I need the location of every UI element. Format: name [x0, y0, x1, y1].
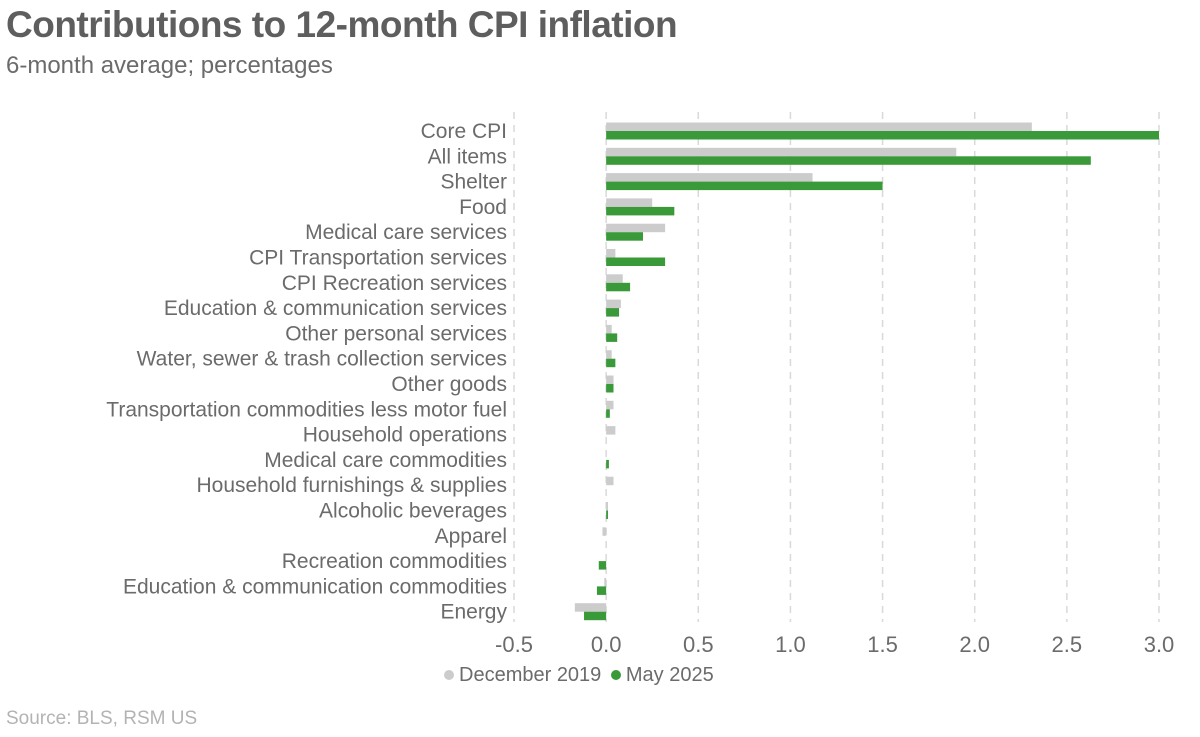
x-tick-label: 0.0 [591, 632, 622, 657]
bar-may-2025 [596, 586, 607, 595]
bar-december-2019 [574, 603, 607, 612]
bar-december-2019 [606, 249, 616, 258]
category-label: Education & communication commodities [123, 575, 507, 598]
bar-december-2019 [606, 299, 621, 309]
bar-december-2019 [606, 426, 616, 435]
x-tick-label: 2.0 [959, 632, 990, 657]
category-label: Core CPI [421, 120, 507, 143]
bar-december-2019 [606, 476, 614, 486]
bar-may-2025 [606, 206, 675, 216]
bar-december-2019 [604, 577, 607, 587]
bar-december-2019 [606, 400, 614, 410]
bar-may-2025 [606, 409, 610, 418]
category-label: CPI Recreation services [282, 272, 507, 295]
bar-december-2019 [606, 147, 957, 157]
bar-may-2025 [606, 358, 616, 368]
bar-december-2019 [606, 324, 612, 334]
bar-may-2025 [584, 611, 607, 621]
x-tick-label: -0.5 [495, 632, 533, 657]
bar-may-2025 [606, 282, 631, 292]
bar-december-2019 [606, 502, 608, 511]
bar-may-2025 [606, 333, 618, 342]
bar-may-2025 [606, 232, 643, 241]
bar-december-2019 [606, 350, 612, 359]
bar-may-2025 [606, 257, 666, 266]
legend-label: December 2019 [459, 664, 602, 686]
legend-item-december-2019: December 2019 [444, 664, 601, 687]
legend-dot-gray-icon [444, 669, 454, 680]
bar-may-2025 [606, 131, 1159, 140]
bar-may-2025 [606, 459, 609, 469]
bar-december-2019 [606, 173, 813, 182]
grid-layer [513, 112, 1160, 622]
bar-may-2025 [598, 561, 607, 570]
category-label: Water, sewer & trash collection services [137, 348, 507, 371]
category-label: Apparel [435, 525, 507, 548]
legend: December 2019 May 2025 [444, 664, 718, 687]
x-tick-label: 0.5 [683, 632, 714, 657]
bar-december-2019 [606, 122, 1032, 131]
chart-subtitle: 6-month average; percentages [6, 52, 333, 79]
x-tick-label: 1.0 [775, 632, 806, 657]
source-note: Source: BLS, RSM US [6, 708, 198, 729]
bar-december-2019 [606, 375, 614, 384]
x-tick-label: 1.5 [867, 632, 898, 657]
chart-title: Contributions to 12-month CPI inflation [6, 4, 678, 45]
category-label: Other goods [391, 373, 507, 396]
category-label: Energy [440, 601, 507, 624]
bar-may-2025 [606, 384, 614, 393]
tick-label-layer: -0.5 0.0 0.5 1.0 1.5 2.0 2.5 3.0 [495, 632, 1174, 657]
category-label: Medical care commodities [264, 449, 507, 472]
category-label: Alcoholic beverages [319, 500, 507, 523]
bar-december-2019 [602, 527, 607, 536]
bar-may-2025 [606, 156, 1091, 165]
category-label: Medical care services [305, 221, 507, 244]
x-tick-label: 2.5 [1052, 632, 1083, 657]
category-label: CPI Transportation services [249, 247, 507, 270]
bar-layer [574, 122, 1159, 621]
category-label: Household operations [303, 424, 507, 447]
bar-may-2025 [606, 181, 883, 191]
category-label: Education & communication services [164, 297, 507, 320]
category-label: Recreation commodities [282, 550, 507, 573]
category-label: Household furnishings & supplies [196, 474, 507, 497]
category-label: Transportation commodities less motor fu… [106, 398, 507, 421]
bar-december-2019 [606, 274, 623, 283]
category-label: Food [459, 196, 507, 219]
bar-december-2019 [606, 198, 653, 207]
legend-label: May 2025 [625, 664, 714, 686]
x-tick-label: 3.0 [1144, 632, 1175, 657]
category-label: Shelter [440, 171, 507, 194]
legend-item-may-2025: May 2025 [610, 664, 714, 687]
bar-may-2025 [606, 308, 620, 317]
category-label: All items [428, 145, 507, 168]
category-label: Other personal services [285, 322, 507, 345]
bar-may-2025 [606, 510, 608, 519]
bar-december-2019 [606, 223, 666, 233]
legend-dot-green-icon [610, 669, 621, 680]
